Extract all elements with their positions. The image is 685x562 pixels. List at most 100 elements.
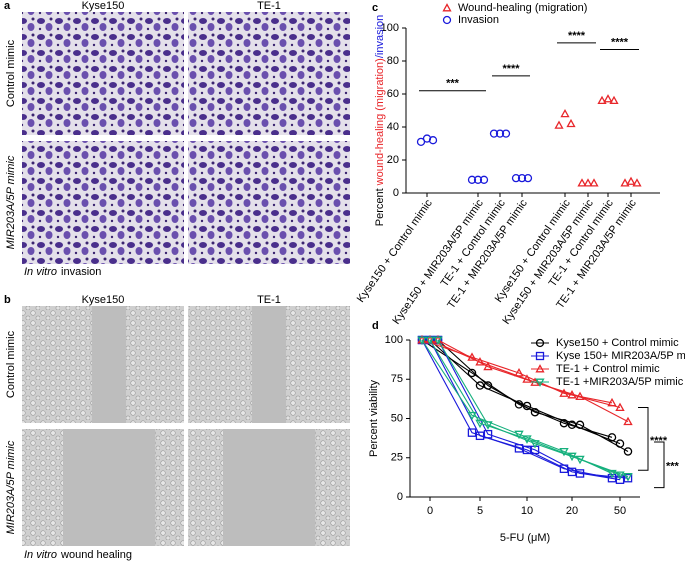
marker xyxy=(607,433,617,442)
marker xyxy=(554,120,564,129)
marker xyxy=(607,473,617,483)
significance-label: **** xyxy=(502,63,520,75)
marker xyxy=(575,391,585,401)
column-header: TE-1 xyxy=(257,0,281,12)
marker xyxy=(620,178,630,187)
y-axis-label: Percent wound-healing (migration)/invasio… xyxy=(374,15,386,227)
marker xyxy=(467,175,477,184)
caption-rest: invasion xyxy=(61,266,101,278)
y-tick-label: 25 xyxy=(391,452,403,464)
row-label: MIR203A/5P mimic xyxy=(5,440,17,534)
y-tick-label: 100 xyxy=(381,22,399,34)
marker xyxy=(475,431,485,441)
marker xyxy=(623,447,633,456)
y-axis-label-part: wound-healing (migration) xyxy=(374,58,386,186)
significance-label: **** xyxy=(611,36,629,48)
replicate-line xyxy=(437,339,629,452)
marker xyxy=(535,364,545,373)
y-tick-label: 60 xyxy=(387,88,399,100)
marker xyxy=(522,435,532,444)
caption-rest: wound healing xyxy=(60,549,132,561)
marker xyxy=(623,473,633,483)
panel-letter: c xyxy=(372,2,378,14)
x-tick-label: 5 xyxy=(477,505,483,517)
marker xyxy=(559,447,569,457)
marker xyxy=(577,178,587,187)
marker xyxy=(514,368,524,377)
y-axis-label-part: Percent xyxy=(374,188,386,226)
marker xyxy=(615,402,625,412)
marker xyxy=(517,173,527,183)
marker xyxy=(442,3,452,12)
marker xyxy=(575,455,585,465)
wound-gap xyxy=(223,429,315,546)
marker xyxy=(467,352,477,361)
x-tick-label: 20 xyxy=(566,505,578,517)
significance-label: *** xyxy=(446,78,460,90)
micrograph xyxy=(22,141,184,264)
significance-bracket xyxy=(654,441,665,489)
marker xyxy=(417,336,427,345)
significance-label: **** xyxy=(568,30,586,42)
marker xyxy=(495,129,505,138)
row-label: Control mimic xyxy=(5,330,17,398)
marker xyxy=(567,420,577,430)
marker xyxy=(514,444,524,453)
x-tick-label: 10 xyxy=(521,505,533,517)
marker xyxy=(501,129,511,138)
marker xyxy=(566,118,576,128)
wound-gap xyxy=(92,306,126,423)
column-header: Kyse150 xyxy=(82,294,125,306)
replicate-line xyxy=(429,339,621,445)
column-header: TE-1 xyxy=(257,294,281,306)
marker xyxy=(607,397,617,407)
y-tick-label: 75 xyxy=(391,373,403,385)
marker xyxy=(560,108,570,118)
significance-label: *** xyxy=(666,461,680,473)
marker xyxy=(433,336,443,345)
legend-label: Invasion xyxy=(458,14,499,26)
marker xyxy=(559,418,569,428)
marker xyxy=(615,475,625,484)
marker xyxy=(530,407,540,417)
caption-italic: In vitro xyxy=(24,266,57,278)
marker xyxy=(632,178,642,187)
y-tick-label: 40 xyxy=(387,121,399,133)
y-tick-label: 80 xyxy=(387,55,399,67)
marker xyxy=(567,452,577,462)
x-tick-label: 50 xyxy=(614,505,626,517)
marker xyxy=(530,440,540,449)
marker xyxy=(609,95,619,105)
legend-label: Kyse 150+ MIR203A/5P mimic xyxy=(556,350,685,362)
wound-gap xyxy=(63,429,155,546)
marker xyxy=(467,411,477,421)
marker xyxy=(467,428,477,437)
marker xyxy=(535,338,545,348)
y-axis-label-part: /invasion xyxy=(374,15,386,58)
legend-label: Wound-healing (migration) xyxy=(458,2,587,14)
row-label: Control mimic xyxy=(5,39,17,107)
wound-gap xyxy=(252,306,286,423)
marker xyxy=(535,378,545,387)
significance-label: **** xyxy=(650,435,668,447)
marker xyxy=(514,430,524,440)
panel-letter: a xyxy=(4,0,11,12)
panel-letter: d xyxy=(372,320,379,332)
marker xyxy=(575,469,585,478)
marker xyxy=(559,464,569,473)
marker xyxy=(442,15,452,25)
marker xyxy=(626,176,636,185)
marker xyxy=(479,175,489,184)
marker xyxy=(523,173,533,183)
marker xyxy=(425,336,435,345)
panel-letter: b xyxy=(4,294,11,306)
x-axis-label: 5-FU (μM) xyxy=(500,532,550,544)
marker xyxy=(483,361,493,371)
y-tick-label: 0 xyxy=(397,491,403,503)
marker xyxy=(475,381,485,390)
marker xyxy=(589,178,599,187)
marker xyxy=(567,467,577,477)
marker xyxy=(483,421,493,430)
replicate-line xyxy=(437,339,629,478)
marker xyxy=(475,419,485,429)
